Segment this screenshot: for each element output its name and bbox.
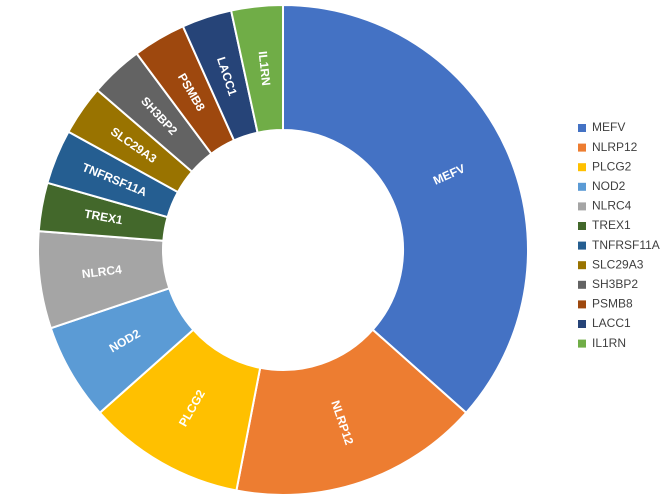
legend-swatch — [578, 300, 586, 309]
legend-swatch — [578, 320, 586, 328]
legend-label: NLRP12 — [592, 140, 638, 154]
legend-swatch — [578, 163, 586, 172]
legend-label: SH3BP2 — [592, 277, 638, 291]
legend-swatch — [578, 241, 586, 250]
legend-swatch — [578, 280, 586, 289]
legend-label: IL1RN — [592, 336, 626, 350]
legend-swatch — [578, 339, 586, 348]
legend-label: PLCG2 — [592, 159, 632, 173]
legend-swatch — [578, 182, 586, 191]
slice-label: TREX1 — [83, 207, 124, 228]
legend-label: MEFV — [592, 120, 625, 134]
legend-swatch — [578, 202, 586, 211]
slice — [235, 328, 468, 496]
legend-label: TREX1 — [592, 218, 631, 232]
legend-swatch — [578, 124, 586, 132]
slice — [282, 3, 529, 415]
legend-label: NLRC4 — [592, 199, 632, 213]
legend-label: LACC1 — [592, 316, 631, 330]
legend-swatch — [578, 261, 586, 270]
legend-label: NOD2 — [592, 179, 626, 193]
slice-label: NLRC4 — [81, 262, 123, 281]
legend-label: PSMB8 — [592, 297, 633, 311]
legend-label: TNFRSF11A — [592, 238, 660, 252]
legend-swatch — [578, 222, 586, 230]
legend-label: SLC29A3 — [592, 257, 644, 271]
slice — [229, 3, 284, 134]
legend-swatch — [578, 143, 586, 152]
slice-label: IL1RN — [256, 50, 274, 86]
